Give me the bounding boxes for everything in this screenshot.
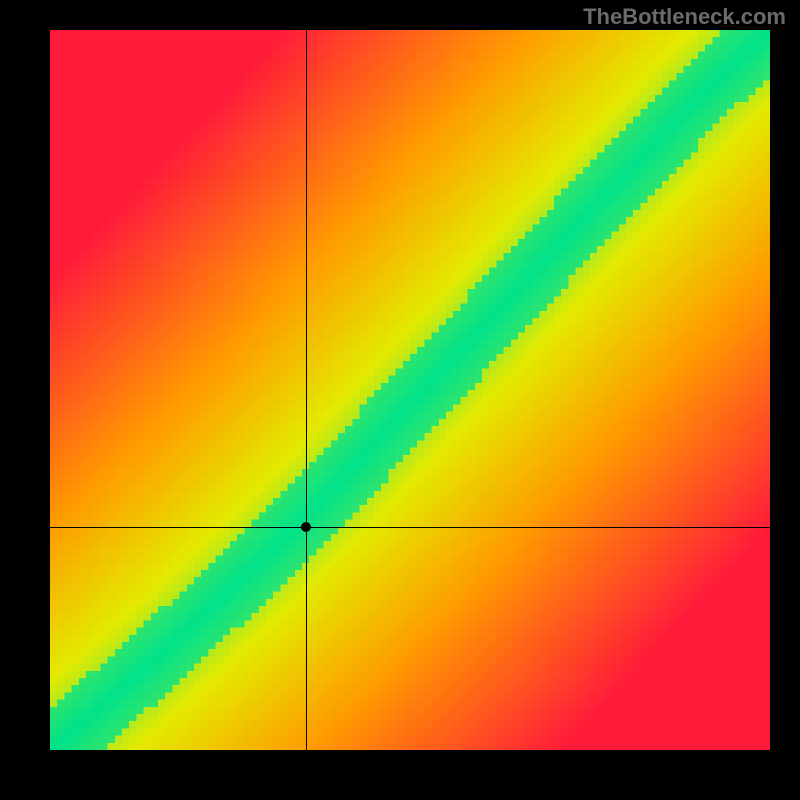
crosshair-horizontal bbox=[50, 527, 770, 528]
watermark-text: TheBottleneck.com bbox=[583, 4, 786, 30]
heatmap-canvas bbox=[50, 30, 770, 750]
selection-marker-dot bbox=[301, 522, 311, 532]
crosshair-vertical bbox=[306, 30, 307, 750]
bottleneck-heatmap-chart bbox=[50, 30, 770, 750]
